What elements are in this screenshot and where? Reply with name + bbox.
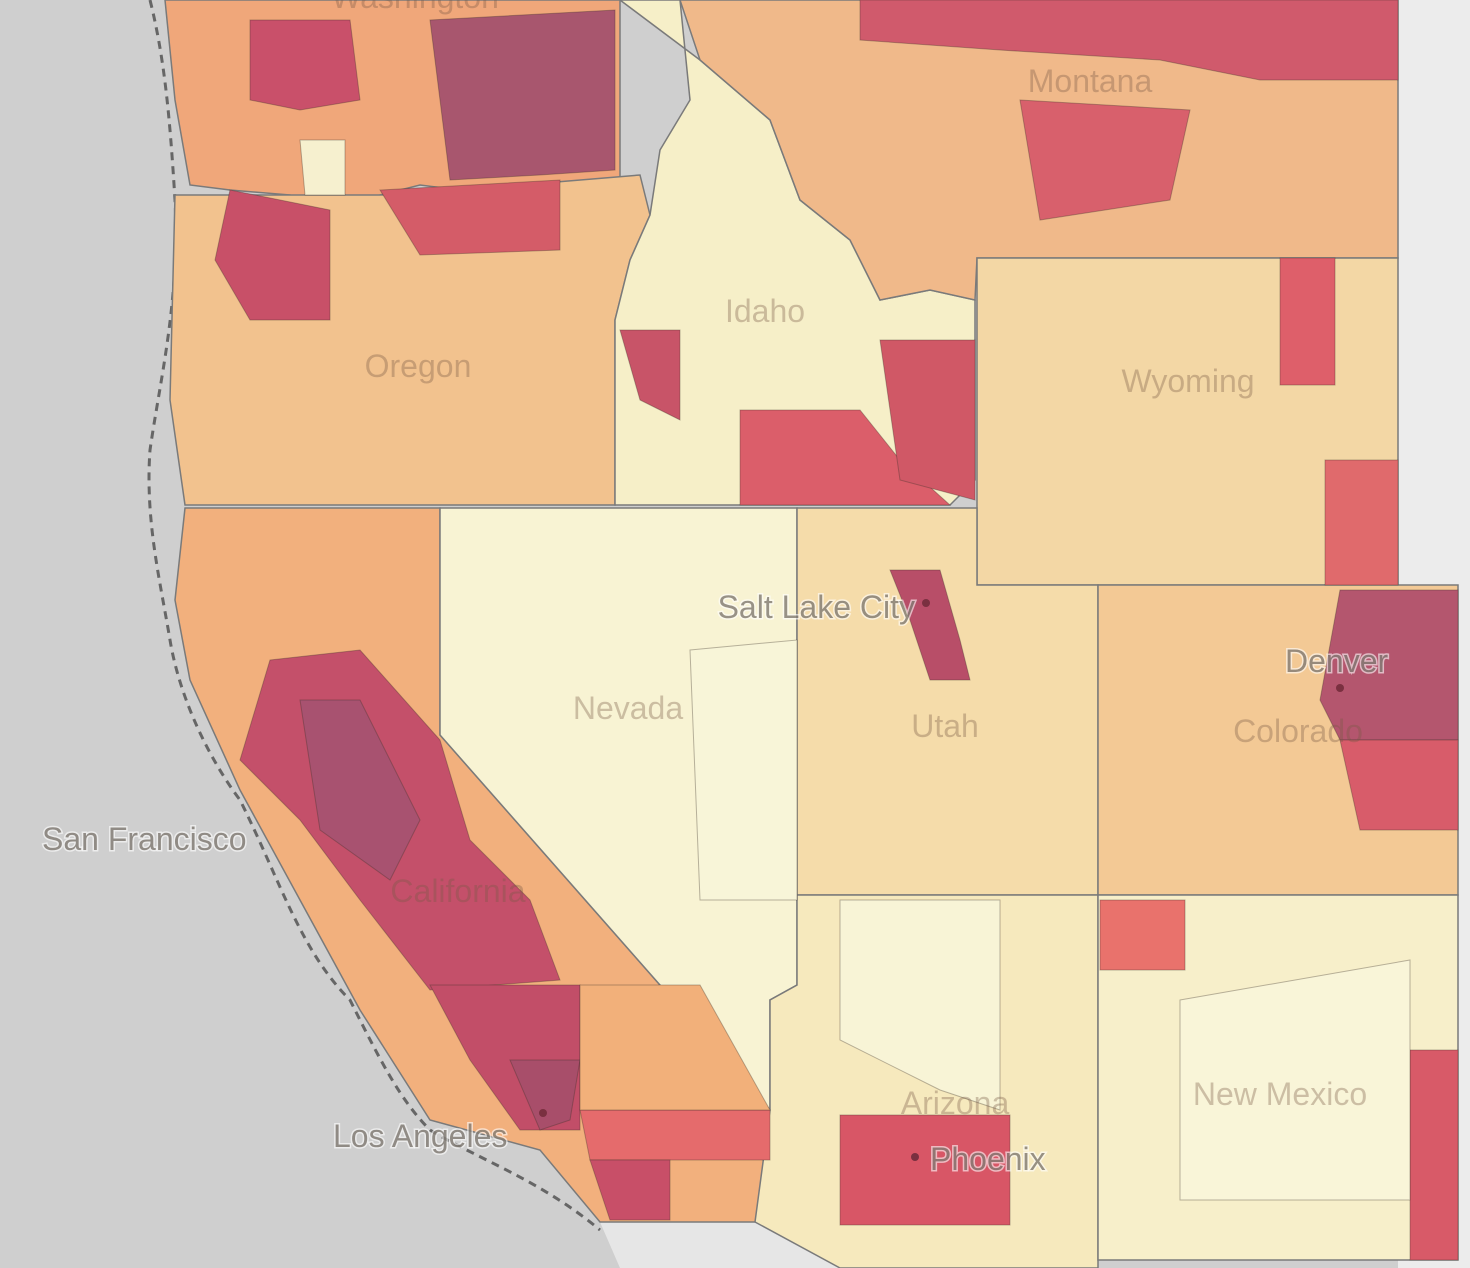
county-patch bbox=[249, 19, 361, 111]
county-patch bbox=[1019, 99, 1191, 221]
county-patch bbox=[299, 139, 346, 196]
county-patch bbox=[1099, 899, 1186, 971]
state-label: New Mexico bbox=[1193, 1076, 1367, 1112]
county-patch bbox=[879, 339, 976, 501]
county-patch bbox=[1409, 1049, 1459, 1261]
state-label: Arizona bbox=[901, 1085, 1010, 1121]
state-label: Colorado bbox=[1233, 713, 1363, 749]
county-patch bbox=[429, 9, 616, 181]
city-label: Salt Lake City bbox=[718, 589, 915, 625]
county-patch bbox=[579, 984, 771, 1111]
city-label: Denver bbox=[1285, 643, 1389, 679]
county-patch bbox=[299, 699, 421, 881]
county-patch bbox=[379, 179, 561, 256]
county-patch bbox=[839, 1114, 1011, 1226]
city-dot bbox=[539, 1109, 547, 1117]
county-patch bbox=[589, 1159, 671, 1221]
county-patch bbox=[1339, 739, 1459, 831]
city-dot bbox=[922, 599, 930, 607]
county-patch bbox=[1279, 257, 1336, 386]
city-label: Los Angeles bbox=[333, 1118, 507, 1154]
state-label: Wyoming bbox=[1121, 363, 1254, 399]
city-label: San Francisco bbox=[42, 821, 247, 857]
county-patch bbox=[619, 329, 681, 421]
state-label: Oregon bbox=[365, 348, 472, 384]
city-dot bbox=[1336, 684, 1344, 692]
county-patch bbox=[214, 189, 331, 321]
state-label: Idaho bbox=[725, 293, 805, 329]
state-label: Montana bbox=[1028, 63, 1153, 99]
county-patch bbox=[1179, 959, 1411, 1201]
county-patch bbox=[859, 0, 1399, 81]
county-patch bbox=[579, 1109, 771, 1161]
city-label: Phoenix bbox=[930, 1141, 1046, 1177]
state-label: Washington bbox=[331, 0, 499, 15]
county-patch bbox=[889, 569, 971, 681]
city-dot bbox=[911, 1153, 919, 1161]
state-label: California bbox=[390, 873, 525, 909]
county-patch bbox=[689, 639, 798, 901]
county-patch bbox=[839, 899, 1001, 1111]
county-patch bbox=[1324, 459, 1399, 586]
state-label: Nevada bbox=[573, 690, 684, 726]
county-patch bbox=[509, 1059, 581, 1131]
state-label: Utah bbox=[911, 708, 979, 744]
